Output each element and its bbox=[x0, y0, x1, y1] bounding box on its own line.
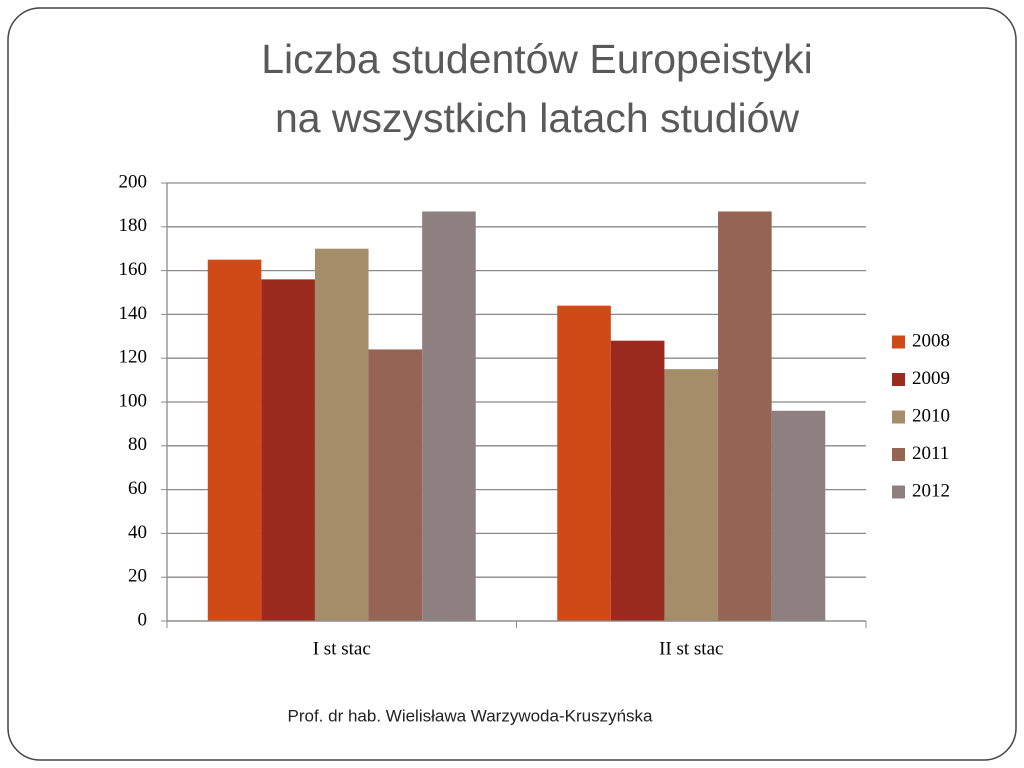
chart-title: na wszystkich latach studiów bbox=[275, 95, 800, 141]
y-tick-label: 140 bbox=[119, 303, 148, 324]
y-tick-label: 100 bbox=[119, 390, 148, 411]
x-tick-label: I st stac bbox=[313, 638, 371, 659]
footer: Prof. dr hab. Wielisława Warzywoda-Krusz… bbox=[288, 706, 654, 725]
bar bbox=[557, 305, 611, 621]
bar bbox=[314, 248, 369, 621]
y-tick-label: 160 bbox=[119, 259, 148, 280]
legend-label: 2010 bbox=[912, 405, 950, 426]
legend-label: 2012 bbox=[912, 480, 950, 501]
y-tick-label: 120 bbox=[119, 347, 148, 368]
chart-title: Liczba studentów Europeistyki bbox=[261, 36, 813, 82]
legend-label: 2008 bbox=[912, 330, 950, 351]
y-tick-label: 200 bbox=[119, 171, 148, 192]
bar bbox=[368, 349, 423, 621]
y-tick-label: 20 bbox=[128, 566, 147, 587]
legend-swatch bbox=[892, 448, 905, 461]
legend-swatch bbox=[892, 410, 905, 424]
legend-swatch bbox=[892, 335, 905, 349]
x-tick-label: II st stac bbox=[659, 638, 723, 659]
y-tick-label: 80 bbox=[128, 434, 147, 455]
bar bbox=[422, 211, 476, 621]
legend-label: 2011 bbox=[912, 443, 949, 464]
bar bbox=[207, 259, 262, 621]
y-tick-label: 60 bbox=[128, 478, 147, 499]
y-tick-label: 180 bbox=[119, 215, 148, 236]
bar bbox=[610, 340, 665, 621]
bar bbox=[261, 279, 315, 621]
legend-swatch bbox=[892, 373, 905, 386]
y-tick-label: 40 bbox=[128, 522, 147, 543]
legend-swatch bbox=[892, 485, 905, 499]
bar bbox=[664, 369, 719, 621]
bar bbox=[771, 410, 826, 621]
bar bbox=[718, 211, 772, 621]
y-tick-label: 0 bbox=[138, 609, 148, 630]
legend-label: 2009 bbox=[912, 368, 950, 389]
